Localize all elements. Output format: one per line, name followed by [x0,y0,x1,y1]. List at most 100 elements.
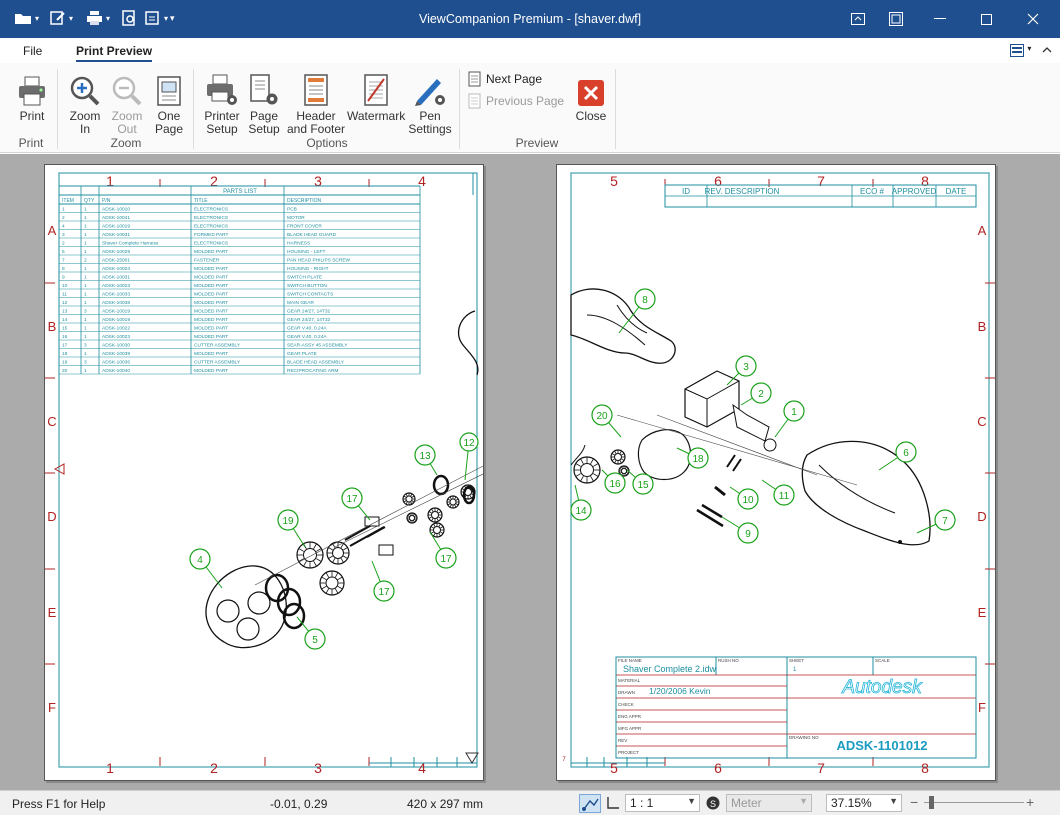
cutter-opening [216,599,240,623]
revision-block: ID REV. DESCRIPTION ECO # APPROVED DATE [664,184,977,208]
scale-select[interactable]: 1 : 1 ▼ [625,794,700,812]
group-label-preview: Preview [515,136,559,150]
close-window-button[interactable] [1010,0,1056,38]
page-setup-label-1: Page [249,109,279,123]
zone-column-label: 7 [562,757,566,763]
header-footer-button[interactable]: Header and Footer [285,71,347,136]
zoom-in-button[interactable]: Zoom In [64,71,106,136]
ortho-toggle-button[interactable] [605,795,621,814]
snap-icon [582,798,599,811]
callout-number: 18 [692,454,704,465]
gear-tooth [411,500,415,503]
previous-page-button[interactable]: Previous Page [468,93,564,109]
status-bar: Press F1 for Help -0.01, 0.29 420 x 297 … [0,790,1060,815]
printer-setup-button[interactable]: Printer Setup [199,71,245,136]
reciprocating-arm-part [570,444,586,466]
parts-list-cell: ADSK-10036 [102,360,130,366]
parts-list-cell: ADSK-10019 [102,224,130,230]
parts-list-cell: 1 [84,317,87,323]
ribbon-minimize-button[interactable]: ▾ [1010,44,1031,60]
minimize-button[interactable] [917,0,963,38]
gear-hub [405,495,413,503]
callout-balloon [735,355,757,377]
watermark-button[interactable]: Watermark [347,71,405,123]
spindle-part [378,544,394,556]
parts-list-cell: 1 [84,224,87,230]
help-text: Press F1 for Help [12,797,106,811]
callout-number: 17 [378,587,390,598]
callout-number: 5 [312,635,318,646]
center-mark [53,463,65,475]
gear-tooth [321,576,327,581]
restore-layout-button[interactable] [835,0,881,38]
open-file-button[interactable]: ▾ [14,8,39,28]
parts-list-cell: GEAR V.40, 0.24A [287,326,327,332]
print-button[interactable]: Print [12,71,52,123]
gear-hub [614,453,622,461]
callout-balloon [634,288,656,310]
drawing-number: ADSK-1101012 [836,738,927,753]
zone-column-label: 1 [106,173,114,189]
parts-list-cell: ADSK-10019 [102,309,130,315]
callout-balloon [373,580,395,602]
gear-tooth [428,516,432,519]
quick-print-button[interactable]: ▾ [86,8,110,28]
one-page-label-2: Page [154,122,184,136]
next-page-button[interactable]: Next Page [468,71,542,87]
mfg-appr-label: MFG APPR [618,726,642,731]
parts-list-cell: SWITCH BUTTON [287,283,327,289]
tab-file[interactable]: File [23,44,43,58]
zoom-out-small-button[interactable]: − [910,794,919,810]
page-setup-button[interactable]: Page Setup [245,71,283,136]
parts-list-cell: ADSK-10031 [102,232,130,238]
gear-tooth [337,576,343,581]
callout-number: 15 [637,480,649,491]
unit-toggle-button[interactable]: S [706,796,720,813]
gear-tooth [414,519,417,521]
callout-number: 10 [742,495,754,506]
print-preview-quick-button[interactable] [122,8,137,28]
fullscreen-button[interactable] [873,0,919,38]
one-page-button[interactable]: One Page [150,71,188,136]
parts-list-cell: MOLDED PART [194,326,228,332]
gear-tooth [447,498,451,501]
callout-balloon [737,522,759,544]
pen-settings-button[interactable]: Pen Settings [407,71,453,136]
scan-button[interactable]: ▾ [145,8,168,28]
revision-header: DATE [946,187,967,196]
maximize-icon [980,13,992,25]
zoom-out-button[interactable]: Zoom Out [106,71,148,136]
collapse-ribbon-button[interactable] [1042,44,1052,58]
gear-tooth [580,475,584,482]
zoom-select[interactable]: 37.15% ▼ [826,794,902,812]
zone-column-label: 1 [106,760,114,776]
snap-toggle-button[interactable] [579,794,601,813]
unit-select[interactable]: Meter ▼ [726,794,812,812]
callout-balloon [304,628,326,650]
gear-tooth [619,468,622,470]
tab-print-preview[interactable]: Print Preview [76,44,153,62]
title-block-border [615,656,977,759]
gear-tooth [440,526,444,529]
zone-row-label: B [48,319,57,334]
close-preview-button[interactable]: Close [573,71,609,123]
next-page-label: Next Page [486,72,543,86]
gear-tooth [334,588,339,594]
fullscreen-icon [889,12,903,26]
retaining-ring [276,587,302,617]
zoom-slider-thumb[interactable] [929,796,934,809]
chevron-up-icon [1042,47,1052,53]
edit-button[interactable]: ▾ [50,8,73,28]
zoom-slider-track[interactable] [924,802,1024,803]
page-setup-label-2: Setup [248,122,280,136]
zoom-value: 37.15% [831,796,872,810]
gear-tooth [449,496,452,500]
customize-toolbar-button[interactable]: ▾ [170,12,175,23]
gear-tooth [321,585,327,590]
pcb-edge [684,380,740,427]
parts-list-cell: 1 [84,334,87,340]
zoom-in-small-button[interactable]: + [1026,794,1035,810]
group-separator [459,69,460,149]
gear-tooth [328,555,333,559]
maximize-button[interactable] [963,0,1009,38]
